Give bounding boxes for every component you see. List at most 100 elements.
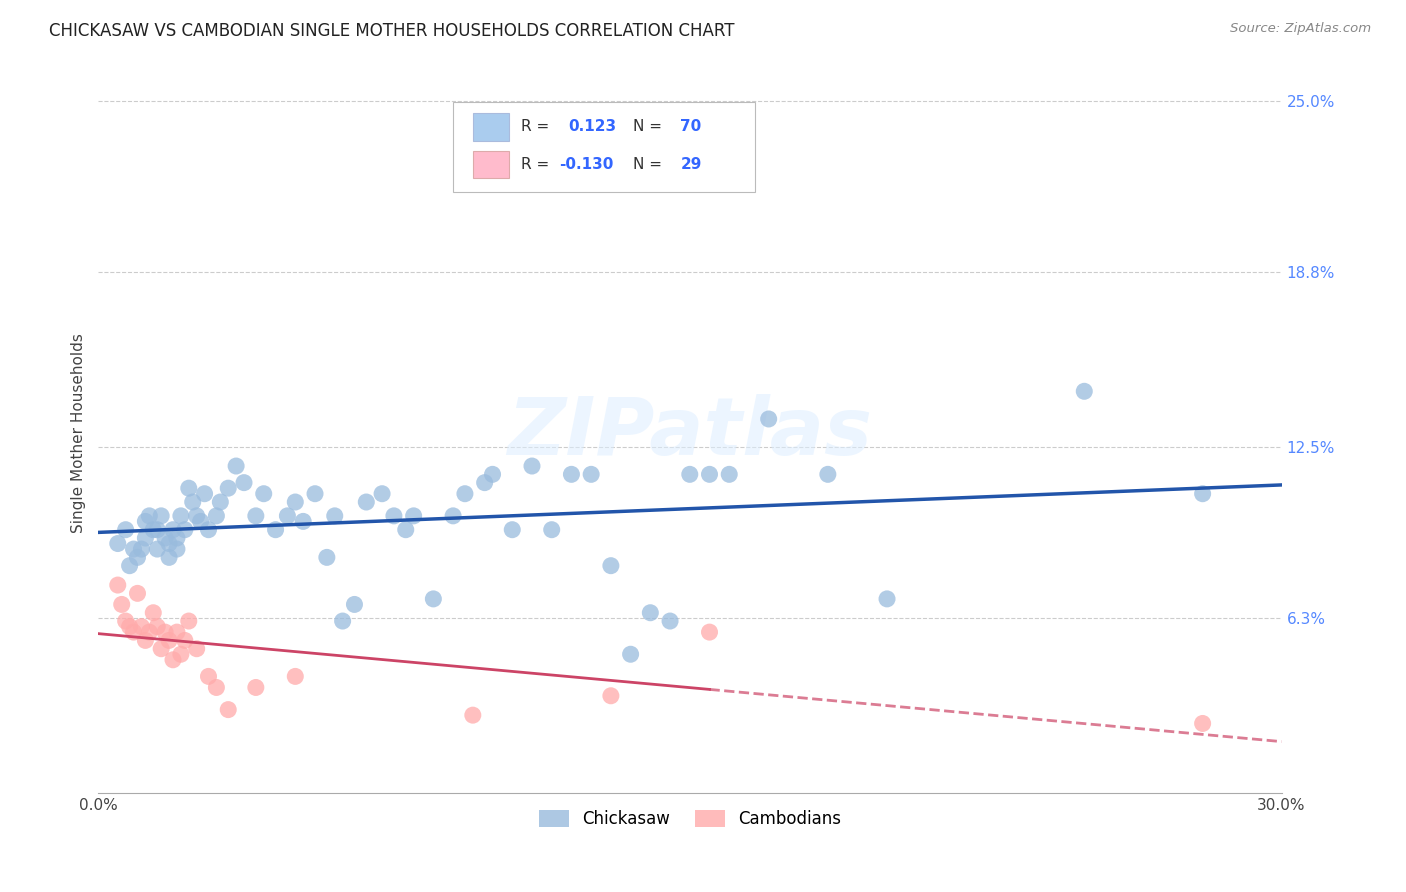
Chickasaw	[382, 508, 405, 523]
Chickasaw	[332, 614, 354, 628]
Cambodians	[245, 681, 267, 695]
Cambodians	[127, 586, 149, 600]
Cambodians	[170, 647, 193, 661]
Chickasaw	[114, 523, 136, 537]
Chickasaw	[323, 508, 346, 523]
Chickasaw	[284, 495, 307, 509]
Text: ZIPatlas: ZIPatlas	[508, 393, 872, 472]
Cambodians	[157, 633, 180, 648]
Chickasaw	[134, 515, 156, 529]
Cambodians	[146, 619, 169, 633]
Chickasaw	[209, 495, 232, 509]
Chickasaw	[699, 467, 721, 482]
Cambodians	[142, 606, 165, 620]
Chickasaw	[758, 412, 780, 426]
Chickasaw	[107, 536, 129, 550]
Cambodians	[284, 669, 307, 683]
Chickasaw	[1073, 384, 1095, 399]
Text: CHICKASAW VS CAMBODIAN SINGLE MOTHER HOUSEHOLDS CORRELATION CHART: CHICKASAW VS CAMBODIAN SINGLE MOTHER HOU…	[49, 22, 735, 40]
Chickasaw	[162, 523, 184, 537]
Chickasaw	[474, 475, 496, 490]
Chickasaw	[264, 523, 287, 537]
Chickasaw	[402, 508, 425, 523]
Cambodians	[173, 633, 195, 648]
Text: 0.123: 0.123	[568, 120, 616, 135]
Chickasaw	[157, 536, 180, 550]
Cambodians	[118, 619, 141, 633]
Text: N =: N =	[633, 120, 666, 135]
Chickasaw	[659, 614, 682, 628]
Chickasaw	[817, 467, 839, 482]
Cambodians	[186, 641, 208, 656]
Text: 70: 70	[681, 120, 702, 135]
Chickasaw	[150, 508, 173, 523]
Chickasaw	[876, 591, 898, 606]
Chickasaw	[599, 558, 621, 573]
Chickasaw	[177, 481, 200, 495]
Cambodians	[114, 614, 136, 628]
Chickasaw	[640, 606, 662, 620]
Chickasaw	[422, 591, 444, 606]
Cambodians	[599, 689, 621, 703]
Cambodians	[111, 598, 134, 612]
Cambodians	[122, 625, 145, 640]
Chickasaw	[166, 531, 188, 545]
Chickasaw	[146, 542, 169, 557]
Cambodians	[153, 625, 176, 640]
Chickasaw	[679, 467, 702, 482]
Chickasaw	[441, 508, 464, 523]
Chickasaw	[540, 523, 562, 537]
Cambodians	[107, 578, 129, 592]
Chickasaw	[138, 508, 160, 523]
Chickasaw	[146, 523, 169, 537]
FancyBboxPatch shape	[474, 113, 509, 141]
Chickasaw	[304, 486, 326, 500]
Cambodians	[131, 619, 153, 633]
Cambodians	[166, 625, 188, 640]
Chickasaw	[343, 598, 366, 612]
Chickasaw	[170, 508, 193, 523]
Text: R =: R =	[520, 157, 554, 172]
Chickasaw	[157, 550, 180, 565]
Cambodians	[205, 681, 228, 695]
Chickasaw	[501, 523, 523, 537]
Chickasaw	[127, 550, 149, 565]
Y-axis label: Single Mother Households: Single Mother Households	[72, 333, 86, 533]
Chickasaw	[225, 458, 247, 473]
Legend: Chickasaw, Cambodians: Chickasaw, Cambodians	[531, 803, 848, 835]
Chickasaw	[142, 523, 165, 537]
Chickasaw	[253, 486, 276, 500]
Text: -0.130: -0.130	[560, 157, 614, 172]
Chickasaw	[131, 542, 153, 557]
Cambodians	[177, 614, 200, 628]
Text: Source: ZipAtlas.com: Source: ZipAtlas.com	[1230, 22, 1371, 36]
Chickasaw	[1191, 486, 1213, 500]
Chickasaw	[134, 531, 156, 545]
Chickasaw	[181, 495, 204, 509]
Chickasaw	[118, 558, 141, 573]
Chickasaw	[153, 531, 176, 545]
Chickasaw	[481, 467, 503, 482]
Cambodians	[150, 641, 173, 656]
Cambodians	[217, 703, 239, 717]
Chickasaw	[217, 481, 239, 495]
Chickasaw	[166, 542, 188, 557]
Text: N =: N =	[633, 157, 666, 172]
Chickasaw	[245, 508, 267, 523]
Chickasaw	[356, 495, 378, 509]
Chickasaw	[520, 458, 543, 473]
Chickasaw	[233, 475, 256, 490]
Cambodians	[162, 653, 184, 667]
Cambodians	[461, 708, 484, 723]
Text: 29: 29	[681, 157, 702, 172]
Cambodians	[134, 633, 156, 648]
Cambodians	[1191, 716, 1213, 731]
Chickasaw	[579, 467, 602, 482]
FancyBboxPatch shape	[474, 151, 509, 178]
Chickasaw	[395, 523, 418, 537]
Chickasaw	[315, 550, 337, 565]
Chickasaw	[276, 508, 298, 523]
Chickasaw	[122, 542, 145, 557]
Cambodians	[197, 669, 219, 683]
Chickasaw	[718, 467, 741, 482]
